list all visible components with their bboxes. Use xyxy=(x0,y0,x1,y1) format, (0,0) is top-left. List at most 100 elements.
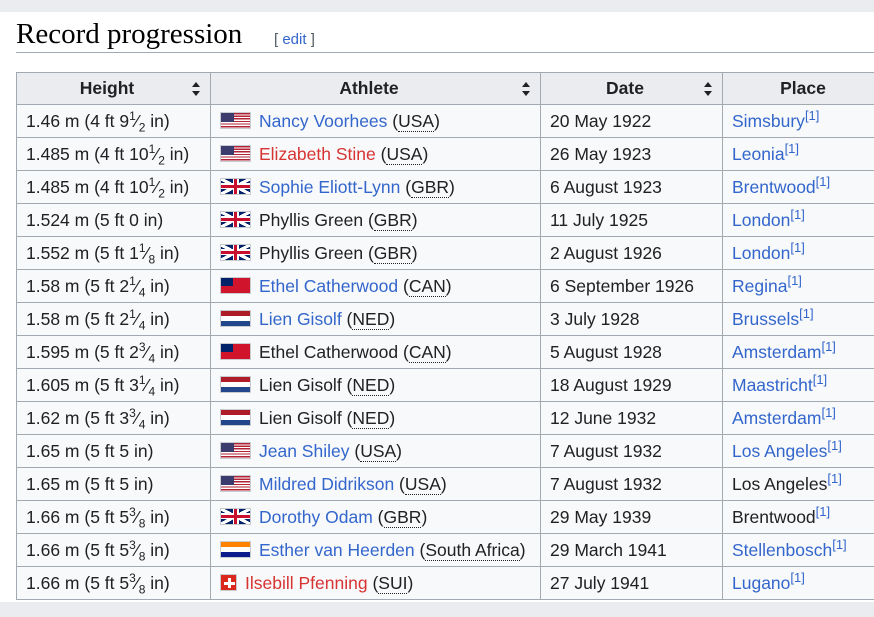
place-name[interactable]: London xyxy=(732,209,791,230)
date-cell: 7 August 1932 xyxy=(540,434,723,468)
flag-ned-icon[interactable] xyxy=(220,309,251,327)
place-name[interactable]: Maastricht xyxy=(732,374,813,395)
country-code: SUI xyxy=(378,572,408,594)
athlete-name[interactable]: Dorothy Odam xyxy=(259,506,373,527)
reference-link[interactable]: [1] xyxy=(815,173,831,189)
place-name[interactable]: Amsterdam xyxy=(732,341,822,362)
athlete-name[interactable]: Ilsebill Pfenning xyxy=(245,572,368,593)
height-cell: 1.595 m (5 ft 23⁄4 in) xyxy=(16,335,211,369)
fraction: 3⁄4 xyxy=(129,405,146,431)
place-cell: Brentwood[1] xyxy=(722,500,874,534)
athlete-name[interactable]: Jean Shiley xyxy=(259,440,350,461)
table-row: 1.485 m (4 ft 101⁄2 in) Elizabeth Stine (… xyxy=(16,137,874,171)
table-row: 1.62 m (5 ft 33⁄4 in) Lien Gisolf (NED) 12… xyxy=(16,401,874,435)
flag-usa-icon[interactable] xyxy=(220,474,251,492)
place-cell: Leonia[1] xyxy=(722,137,874,171)
height-cell: 1.485 m (4 ft 101⁄2 in) xyxy=(16,137,211,171)
athlete-name: Phyllis Green xyxy=(259,209,364,230)
place-name[interactable]: Stellenbosch xyxy=(732,539,833,560)
reference-link[interactable]: [1] xyxy=(821,404,836,420)
reference-link[interactable]: [1] xyxy=(784,140,800,156)
column-header-date[interactable]: Date xyxy=(540,72,723,105)
athlete-name: Ethel Catherwood xyxy=(259,341,399,362)
fraction: 3⁄4 xyxy=(138,339,156,365)
place-name[interactable]: London xyxy=(732,242,791,263)
athlete-name[interactable]: Sophie Eliott-Lynn xyxy=(259,176,401,197)
country-code: USA xyxy=(360,440,397,462)
reference-link[interactable]: [1] xyxy=(790,206,805,222)
table-row: 1.66 m (5 ft 53⁄8 in) Dorothy Odam (GBR) 2… xyxy=(16,500,874,534)
flag-usa-icon[interactable] xyxy=(220,111,251,129)
athlete-name[interactable]: Esther van Heerden xyxy=(259,539,415,560)
reference-link[interactable]: [1] xyxy=(821,338,836,354)
country-code: GBR xyxy=(373,209,412,231)
flag-can-icon[interactable] xyxy=(220,276,251,294)
flag-ned-icon[interactable] xyxy=(220,375,251,393)
athlete-cell: Jean Shiley (USA) xyxy=(210,434,541,468)
place-name[interactable]: Brussels xyxy=(732,308,800,329)
fraction: 3⁄8 xyxy=(129,537,146,563)
flag-usa-icon[interactable] xyxy=(220,441,251,459)
height-cell: 1.66 m (5 ft 53⁄8 in) xyxy=(16,566,211,600)
date-cell: 12 June 1932 xyxy=(540,401,723,435)
place-name[interactable]: Amsterdam xyxy=(732,407,822,428)
place-name[interactable]: Regina xyxy=(732,275,788,296)
flag-gbr-icon[interactable] xyxy=(220,210,251,228)
place-cell: Los Angeles[1] xyxy=(722,467,874,501)
fraction: 1⁄4 xyxy=(138,372,156,398)
sort-icon[interactable] xyxy=(522,81,531,96)
place-name[interactable]: Los Angeles xyxy=(732,440,828,461)
place-name[interactable]: Lugano xyxy=(732,572,791,593)
place-cell: Simsbury[1] xyxy=(722,104,874,138)
place-cell: Stellenbosch[1] xyxy=(722,533,874,567)
athlete-cell: Phyllis Green (GBR) xyxy=(210,203,541,237)
reference-link[interactable]: [1] xyxy=(827,470,842,486)
reference-link[interactable]: [1] xyxy=(790,239,805,255)
athlete-name[interactable]: Ethel Catherwood xyxy=(259,275,399,296)
reference-link[interactable]: [1] xyxy=(787,272,802,288)
fraction: 1⁄2 xyxy=(148,141,165,167)
place-cell: Amsterdam[1] xyxy=(722,401,874,435)
reference-link[interactable]: [1] xyxy=(790,569,805,585)
reference-link[interactable]: [1] xyxy=(804,107,820,123)
height-cell: 1.65 m (5 ft 5 in) xyxy=(16,434,211,468)
place-cell: Maastricht[1] xyxy=(722,368,874,402)
height-cell: 1.58 m (5 ft 21⁄4 in) xyxy=(16,302,211,336)
flag-can-icon[interactable] xyxy=(220,342,251,360)
flag-sui-icon[interactable] xyxy=(220,573,237,591)
column-header-height[interactable]: Height xyxy=(16,72,211,105)
column-header-place[interactable]: Place xyxy=(722,72,874,105)
sort-icon[interactable] xyxy=(192,81,201,96)
edit-section-link[interactable]: edit xyxy=(282,31,307,48)
place-name[interactable]: Brentwood xyxy=(732,176,816,197)
flag-ned-icon[interactable] xyxy=(220,408,251,426)
athlete-name[interactable]: Mildred Didrikson xyxy=(259,473,395,494)
reference-link[interactable]: [1] xyxy=(832,536,847,552)
place-name: Brentwood xyxy=(732,506,816,527)
athlete-name[interactable]: Elizabeth Stine xyxy=(259,143,376,164)
flag-gbr-icon[interactable] xyxy=(220,177,251,195)
column-header-athlete[interactable]: Athlete xyxy=(210,72,541,105)
athlete-name[interactable]: Lien Gisolf xyxy=(259,308,342,329)
table-header-row: Height Athlete Date Place xyxy=(16,72,874,105)
place-name[interactable]: Simsbury xyxy=(732,110,805,131)
place-name[interactable]: Leonia xyxy=(732,143,785,164)
athlete-name[interactable]: Nancy Voorhees xyxy=(259,110,388,131)
date-cell: 5 August 1928 xyxy=(540,335,723,369)
date-cell: 6 August 1923 xyxy=(540,170,723,204)
sort-icon[interactable] xyxy=(704,81,713,96)
table-row: 1.65 m (5 ft 5 in) Jean Shiley (USA) 7 Aug… xyxy=(16,434,874,468)
reference-link[interactable]: [1] xyxy=(815,503,831,519)
flag-rsa-icon[interactable] xyxy=(220,540,251,558)
edit-section-link-wrapper: [ edit ] xyxy=(274,31,315,48)
country-code: NED xyxy=(352,407,390,429)
reference-link[interactable]: [1] xyxy=(812,371,828,387)
athlete-cell: Lien Gisolf (NED) xyxy=(210,368,541,402)
athlete-cell: Elizabeth Stine (USA) xyxy=(210,137,541,171)
flag-usa-icon[interactable] xyxy=(220,144,251,162)
flag-gbr-icon[interactable] xyxy=(220,243,251,261)
fraction: 1⁄2 xyxy=(129,108,146,134)
reference-link[interactable]: [1] xyxy=(799,305,814,321)
flag-gbr-icon[interactable] xyxy=(220,507,251,525)
reference-link[interactable]: [1] xyxy=(827,437,842,453)
